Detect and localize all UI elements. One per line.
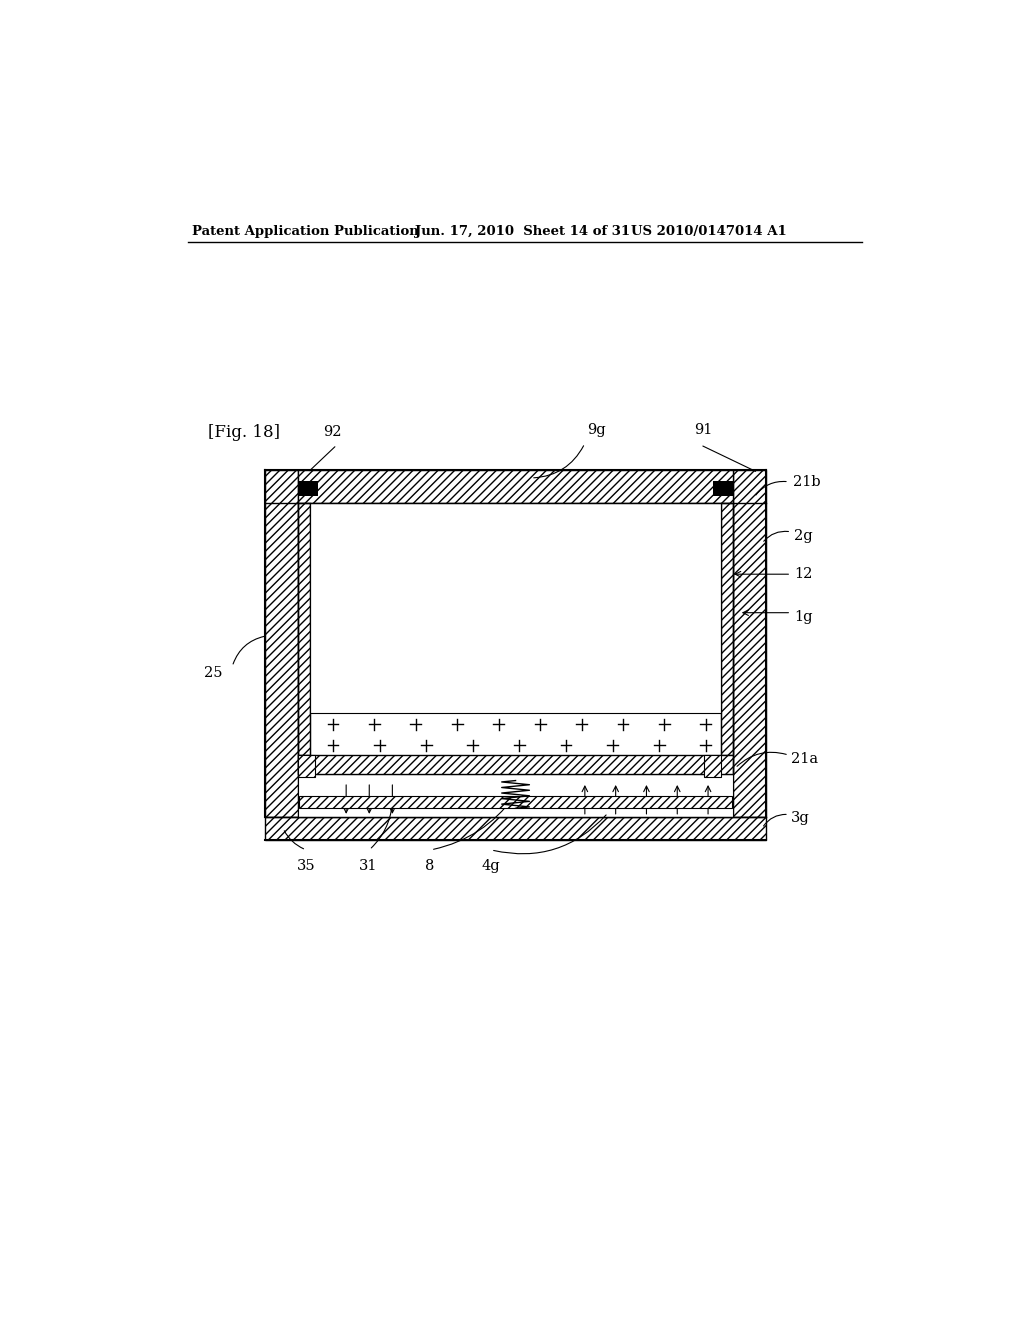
Text: 9g: 9g xyxy=(587,424,606,437)
Text: [Fig. 18]: [Fig. 18] xyxy=(208,424,280,441)
Bar xyxy=(265,470,298,817)
Text: Jun. 17, 2010  Sheet 14 of 31: Jun. 17, 2010 Sheet 14 of 31 xyxy=(416,224,631,238)
Bar xyxy=(298,470,733,503)
Bar xyxy=(298,503,310,755)
Bar xyxy=(265,817,766,840)
Text: 21b: 21b xyxy=(793,475,820,488)
Bar xyxy=(298,775,733,817)
Bar xyxy=(721,503,733,755)
Bar xyxy=(705,755,721,776)
Bar xyxy=(298,755,733,775)
Text: 25: 25 xyxy=(205,665,223,680)
Text: 4g: 4g xyxy=(481,859,501,873)
Text: 1g: 1g xyxy=(795,610,813,623)
Text: 92: 92 xyxy=(323,425,342,438)
Bar xyxy=(298,480,317,496)
Text: Patent Application Publication: Patent Application Publication xyxy=(193,224,419,238)
Bar xyxy=(714,480,733,496)
Text: 91: 91 xyxy=(694,424,713,437)
Text: 2g: 2g xyxy=(795,529,813,543)
Bar xyxy=(299,796,732,808)
Bar xyxy=(733,470,766,817)
Text: 8: 8 xyxy=(425,859,434,873)
Bar xyxy=(310,503,721,713)
Text: 21a: 21a xyxy=(792,752,818,766)
Text: 35: 35 xyxy=(297,859,315,873)
Text: 3g: 3g xyxy=(792,810,810,825)
Text: 31: 31 xyxy=(358,859,377,873)
Text: US 2010/0147014 A1: US 2010/0147014 A1 xyxy=(631,224,786,238)
Text: 12: 12 xyxy=(795,568,813,581)
Bar xyxy=(298,755,314,776)
